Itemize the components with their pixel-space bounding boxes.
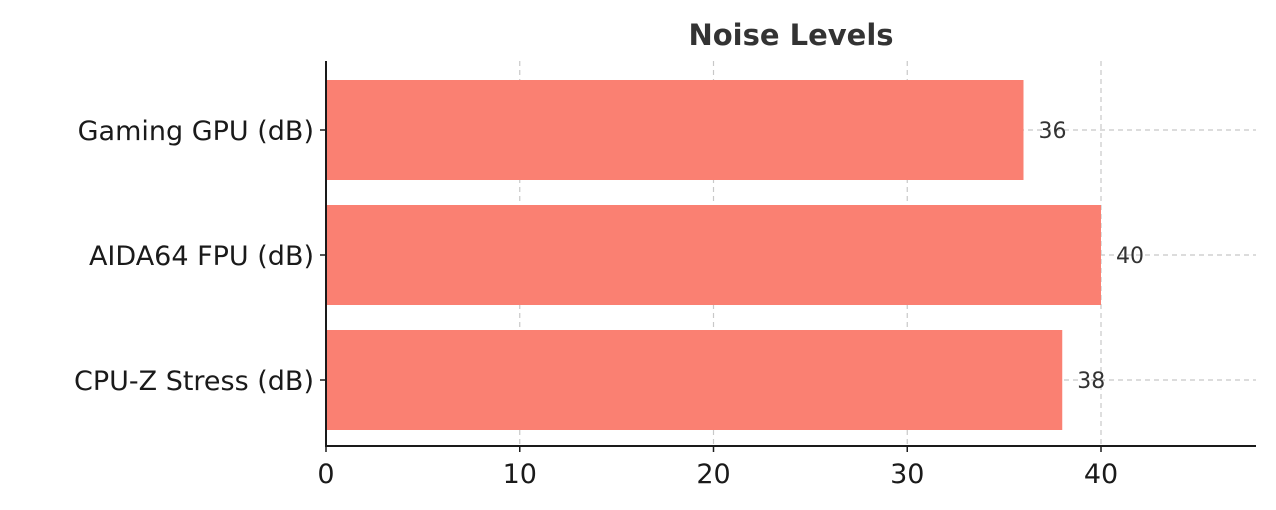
x-tick-label: 20	[696, 459, 730, 490]
x-tick-label: 0	[317, 459, 334, 490]
x-tick-label: 40	[1084, 459, 1118, 490]
data-label: 40	[1116, 244, 1144, 269]
category-label: AIDA64 FPU (dB)	[89, 241, 314, 272]
bar	[326, 80, 1024, 180]
x-tick-label: 10	[503, 459, 537, 490]
category-label: Gaming GPU (dB)	[78, 116, 314, 147]
data-label: 36	[1039, 119, 1067, 144]
bar	[326, 205, 1101, 305]
data-label: 38	[1077, 369, 1105, 394]
category-label: CPU-Z Stress (dB)	[74, 366, 314, 397]
x-tick-label: 30	[890, 459, 924, 490]
bars	[326, 80, 1101, 430]
chart-title: Noise Levels	[688, 18, 893, 52]
bar	[326, 330, 1063, 430]
labels: 0 10 20 30 40 Gaming GPU (dB) 36 AIDA64 FPU (dB…	[74, 116, 1144, 490]
